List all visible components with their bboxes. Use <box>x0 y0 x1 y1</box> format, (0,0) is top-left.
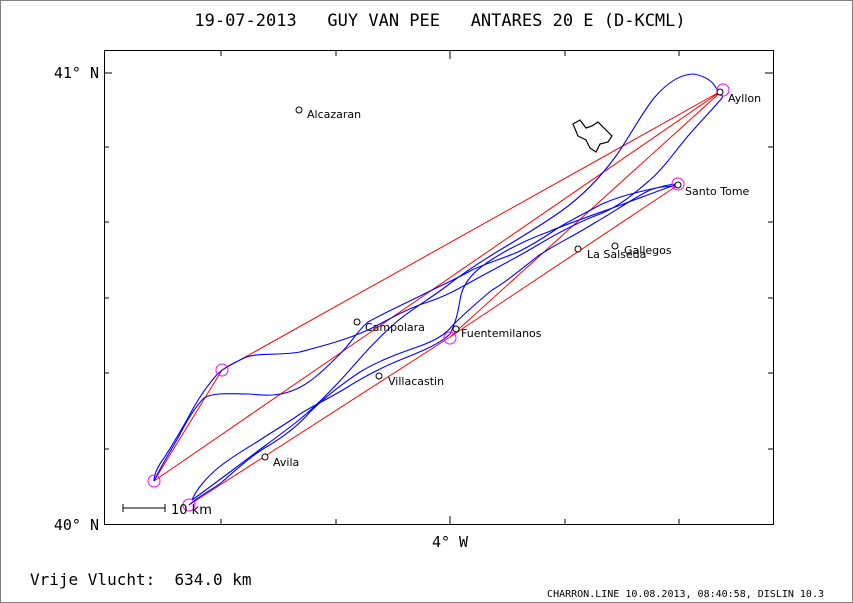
place-label-ayllon: Ayllon <box>728 92 761 105</box>
right-ticks <box>765 72 773 450</box>
free-flight-distance: Vrije Vlucht: 634.0 km <box>30 570 252 589</box>
plot-frame <box>104 50 774 525</box>
lon-label: 4° W <box>432 533 469 551</box>
place-label-la-salseda: La Salseda <box>587 248 646 261</box>
lake-outline <box>572 119 613 153</box>
place-label-avila: Avila <box>273 456 299 469</box>
place-label-fuentemilanos: Fuentemilanos <box>461 327 542 340</box>
map-title: 19-07-2013 GUY VAN PEE ANTARES 20 E (D-K… <box>194 11 685 31</box>
turnpoint-start <box>182 498 196 512</box>
software-info: CHARRON.LINE 10.08.2013, 08:40:58, DISLI… <box>547 589 824 600</box>
flight-track <box>153 73 724 506</box>
place-markers <box>261 88 724 461</box>
turnpoint-west <box>215 363 229 377</box>
bottom-ticks <box>220 516 680 524</box>
turnpoints <box>147 83 730 512</box>
turnpoint-ayllon <box>716 83 730 97</box>
turnpoint-southwest <box>147 474 161 488</box>
lat-label-bottom: 40° N <box>54 516 99 534</box>
scale-bar <box>122 504 166 512</box>
place-label-santo-tome: Santo Tome <box>685 185 750 198</box>
place-label-villacastin: Villacastin <box>388 375 444 388</box>
place-label-alcazaran: Alcazaran <box>307 108 361 121</box>
lat-label-top: 41° N <box>54 64 99 82</box>
turnpoint-fuentemilanos <box>443 331 457 345</box>
turnpoint-santo-tome <box>671 177 685 191</box>
scale-bar-label: 10 km <box>171 503 212 518</box>
left-ticks <box>104 72 112 450</box>
place-label-campolara: Campolara <box>365 321 425 334</box>
place-label-gallegos: Gallegos <box>624 244 672 257</box>
top-ticks <box>220 51 680 59</box>
